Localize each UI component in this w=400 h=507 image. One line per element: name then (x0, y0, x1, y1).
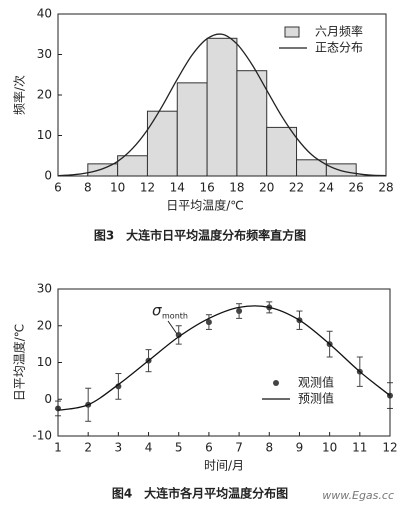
y-tick-label: 0 (44, 169, 52, 183)
y-tick-label: 40 (37, 7, 52, 21)
x-tick-label: 5 (175, 441, 183, 455)
watermark: www.Egas.cc (322, 489, 394, 502)
legend-label: 预测值 (298, 391, 334, 406)
bar (236, 70, 268, 177)
point (236, 308, 243, 315)
y-tick-label: 30 (37, 47, 52, 61)
y-tick-label: 20 (37, 318, 52, 332)
x-tick-label: 22 (289, 181, 304, 195)
x-tick-label: 2 (84, 441, 92, 455)
annotation: σ (152, 302, 162, 320)
x-tick-label: 1 (54, 441, 62, 455)
bar (146, 110, 178, 177)
x-tick-label: 8 (265, 441, 273, 455)
x-tick-label: 28 (378, 181, 393, 195)
x-axis-label: 日平均温度/℃ (166, 198, 244, 213)
x-tick-label: 4 (145, 441, 153, 455)
x-tick-label: 12 (382, 441, 397, 455)
legend-swatch (284, 26, 300, 38)
x-tick-label: 20 (259, 181, 274, 195)
x-tick-label: 6 (205, 441, 213, 455)
bar (325, 163, 357, 177)
x-tick-label: 6 (54, 181, 62, 195)
x-axis-label: 时间/月 (204, 459, 244, 473)
x-tick-label: 11 (352, 441, 367, 455)
y-axis-label: 日平均温度/℃ (12, 324, 27, 402)
annotation-subscript: month (162, 312, 188, 321)
caption: 图3 大连市日平均温度分布频率直方图 (94, 228, 306, 243)
x-tick-label: 12 (140, 181, 155, 195)
annotation-arrow (167, 320, 178, 335)
caption: 图4 大连市各月平均温度分布图 (112, 486, 288, 501)
x-tick-label: 3 (115, 441, 123, 455)
legend-label: 六月频率 (315, 24, 363, 39)
y-tick-label: 10 (37, 355, 52, 369)
bar (206, 37, 238, 177)
bar (176, 82, 208, 177)
plot-frame (57, 13, 387, 177)
x-tick-label: 10 (110, 181, 125, 195)
bar (87, 163, 119, 177)
line (57, 33, 387, 177)
y-tick-label: 20 (37, 88, 52, 102)
legend-marker (273, 380, 279, 386)
legend-label: 观测值 (298, 375, 334, 390)
y-tick-label: 0 (44, 392, 52, 406)
x-tick-label: 16 (199, 181, 214, 195)
x-tick-label: 10 (322, 441, 337, 455)
x-tick-label: 18 (229, 181, 244, 195)
y-axis-label: 频率/次 (12, 75, 27, 115)
point (205, 319, 212, 326)
y-tick-label: 10 (37, 128, 52, 142)
x-tick-label: 26 (349, 181, 364, 195)
x-tick-label: 8 (84, 181, 92, 195)
x-tick-label: 9 (296, 441, 304, 455)
x-tick-label: 14 (170, 181, 185, 195)
plot-frame (57, 288, 391, 437)
bar (266, 126, 298, 177)
x-tick-label: 7 (235, 441, 243, 455)
y-tick-label: 30 (37, 282, 52, 296)
legend-label: 正态分布 (315, 41, 363, 55)
line (57, 305, 391, 411)
x-tick-label: 24 (319, 181, 334, 195)
y-tick-label: -10 (32, 429, 52, 443)
